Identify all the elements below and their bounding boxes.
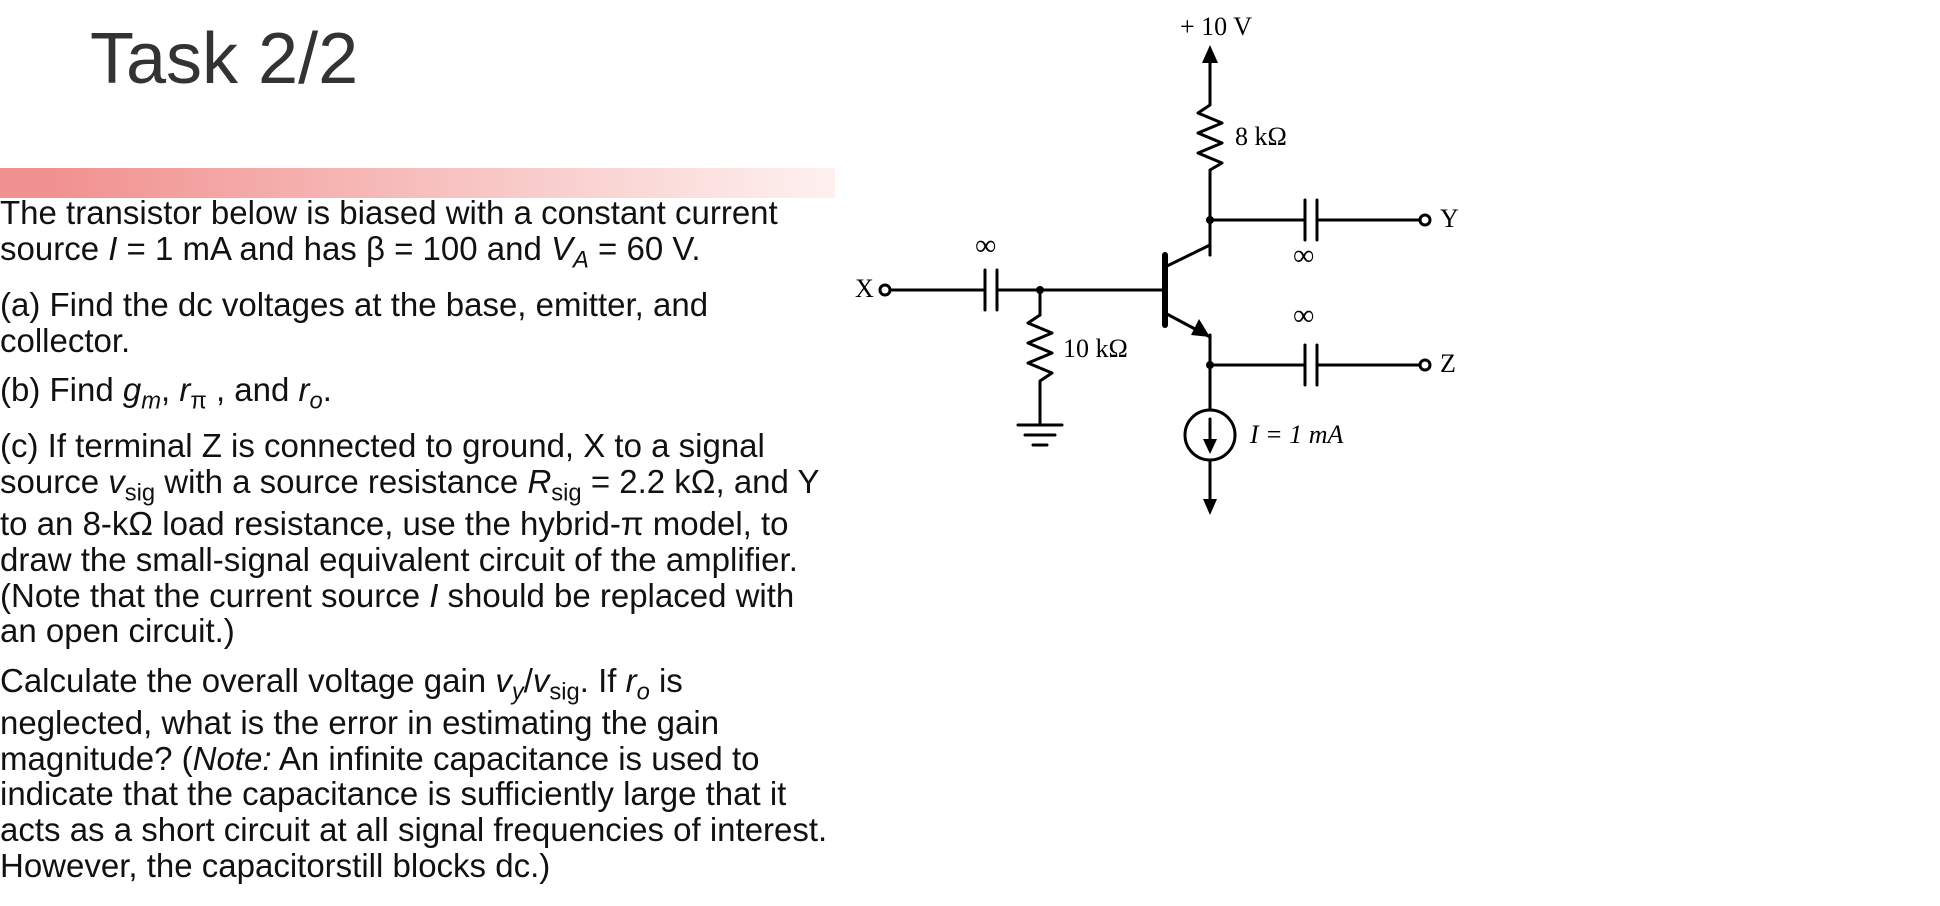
para-intro: The transistor below is biased with a co… xyxy=(0,195,830,273)
circuit-diagram: + 10 V 8 kΩ Y ∞ xyxy=(835,5,1475,535)
label-inf-y: ∞ xyxy=(1293,239,1314,272)
sym-ro: r xyxy=(299,371,310,408)
sym-Rsig: R xyxy=(527,463,551,500)
note: Note: xyxy=(193,740,272,777)
sym-VA-sub: A xyxy=(573,246,589,273)
label-inf-x: ∞ xyxy=(975,229,996,262)
para-a: (a) Find the dc voltages at the base, em… xyxy=(0,287,830,358)
sym-gm-sub: m xyxy=(141,388,161,415)
text: = 60 V. xyxy=(589,230,701,267)
sym-I: I xyxy=(108,230,117,267)
sym-gm: g xyxy=(123,371,141,408)
label-inf-z: ∞ xyxy=(1293,299,1314,332)
sym-I2: I xyxy=(429,577,438,614)
sym-vy: v xyxy=(495,662,512,699)
para-c: (c) If terminal Z is connected to ground… xyxy=(0,428,830,648)
text: . xyxy=(323,371,332,408)
page-title: Task 2/2 xyxy=(90,18,358,100)
text: Calculate the overall voltage gain xyxy=(0,662,495,699)
label-Z: Z xyxy=(1440,349,1456,378)
text: = 1 mA and has β = 100 and xyxy=(117,230,551,267)
label-supply: + 10 V xyxy=(1180,12,1252,41)
text: , and xyxy=(216,371,299,408)
sym-vsig: v xyxy=(108,463,125,500)
para-b: (b) Find gm, rπ , and ro. xyxy=(0,372,830,414)
sym-ro-sub: o xyxy=(310,388,323,415)
label-Y: Y xyxy=(1440,204,1459,233)
sym-ro2-sub: o xyxy=(637,678,650,705)
sym-Rsig-sub: sig xyxy=(551,480,581,507)
sym-VA: V xyxy=(551,230,573,267)
label-X: X xyxy=(855,274,874,303)
sym-vsig2: v xyxy=(533,662,550,699)
sym-vsig-sub: sig xyxy=(125,480,155,507)
sym-rpi: r xyxy=(179,371,190,408)
sym-ro2: r xyxy=(626,662,637,699)
label-rc: 8 kΩ xyxy=(1235,122,1287,151)
label-I: I = 1 mA xyxy=(1249,420,1343,449)
slash: / xyxy=(524,662,533,699)
sym-vy-sub: y xyxy=(512,678,524,705)
label-rb: 10 kΩ xyxy=(1063,334,1128,363)
text: (b) Find xyxy=(0,371,123,408)
sym-vsig2-sub: sig xyxy=(549,678,579,705)
text: . If xyxy=(580,662,626,699)
text: with a source resistance xyxy=(155,463,527,500)
sym-rpi-sub: π xyxy=(190,388,206,415)
para-gain: Calculate the overall voltage gain vy/vs… xyxy=(0,663,830,883)
problem-text: The transistor below is biased with a co… xyxy=(0,195,830,897)
